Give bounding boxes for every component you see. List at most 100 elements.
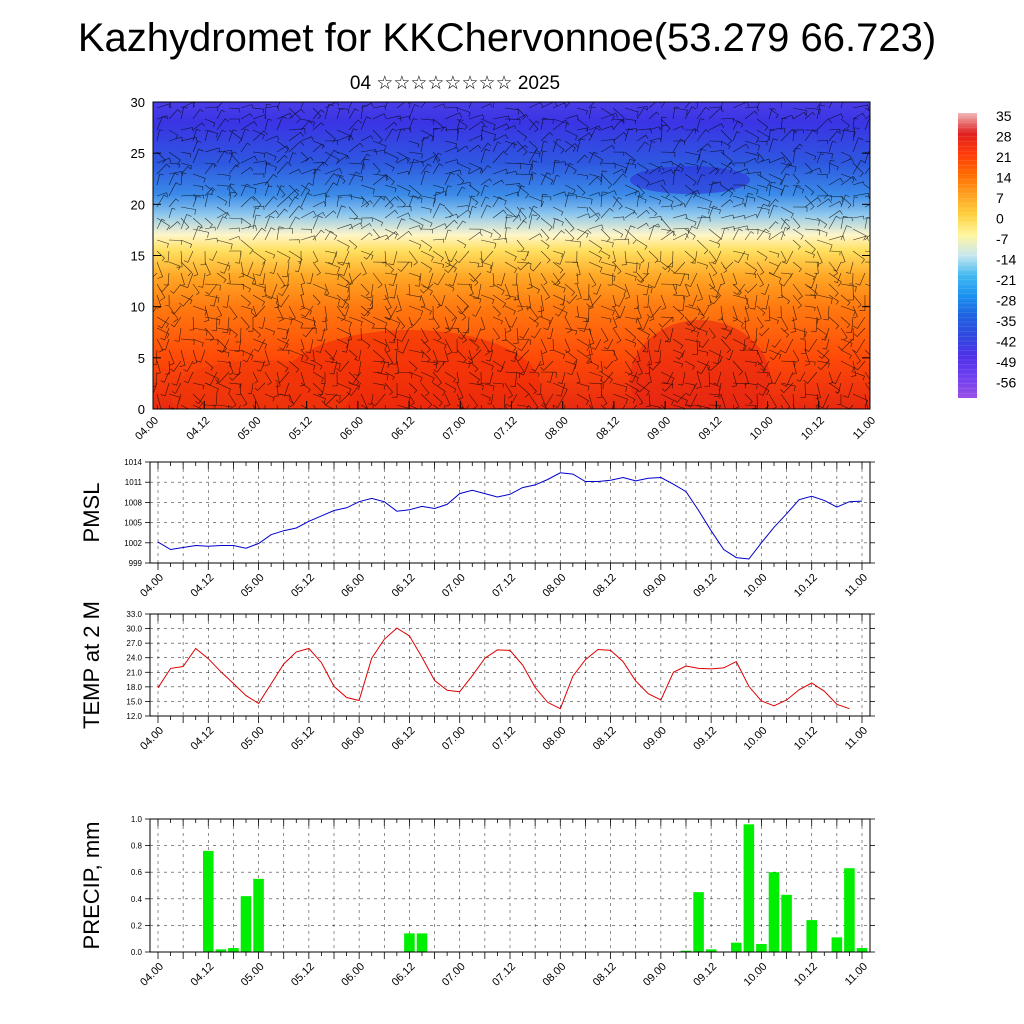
wind-barb [444,172,455,186]
wind-barb [264,173,278,186]
wind-barb [792,393,795,409]
wind-barb [756,305,766,316]
wind-barb [156,192,168,197]
x-tick-label: 04.00 [133,415,161,443]
colorbar-label: -7 [996,231,1009,247]
wind-barb [804,129,818,135]
wind-barb [864,234,870,241]
wind-barb [648,225,660,241]
wind-barb [828,113,844,120]
wind-barb [288,131,304,142]
wind-barb [480,316,486,331]
wind-barb [408,225,421,230]
x-tick-label: 04.00 [138,961,166,989]
wind-barb [299,294,305,310]
wind-barb [504,191,520,197]
wind-barb [420,155,438,164]
wind-barb [444,112,463,120]
wind-barb [456,107,471,118]
wind-barb [468,283,474,296]
wind-barb [153,305,158,313]
wind-barb [486,338,494,352]
precip-bar [693,892,704,952]
wind-barb [592,283,602,295]
wind-barb [768,250,780,258]
wind-barb [708,404,720,409]
wind-barb [336,175,344,186]
wind-barb [600,138,616,145]
wind-barb [643,294,650,308]
wind-barb [612,131,628,142]
wind-barb [792,129,804,134]
wind-barb [168,151,181,165]
wind-barb [192,404,203,409]
wind-barb [646,349,653,366]
wind-barb [840,338,853,348]
wind-barb [264,135,280,142]
wind-barb [677,294,686,311]
wind-barb [228,393,237,408]
wind-barb [348,173,364,182]
wind-barb [542,393,554,406]
wind-barb [576,349,591,364]
wind-barb [636,305,642,320]
wind-barb [540,195,552,201]
wind-barb [564,163,574,175]
wind-barb [324,129,336,143]
wind-barb [770,371,782,385]
wind-barb [396,261,412,268]
wind-barb [324,294,341,305]
wind-barb [444,371,456,383]
x-tick-label: 10.00 [742,725,770,753]
wind-barb [294,261,302,273]
wind-barb [276,154,288,164]
wind-barb [833,272,842,284]
wind-barb [696,239,709,255]
wind-barb [420,327,429,344]
wind-barb [852,112,866,120]
wind-barb [486,261,494,273]
wind-barb [312,143,325,153]
wind-barb [675,272,686,287]
wind-barb [768,349,782,360]
wind-barb [852,235,869,241]
wind-barb [192,140,202,153]
wind-barb [672,169,681,186]
wind-barb [848,404,854,409]
wind-barb [648,165,665,175]
wind-barb [864,166,870,175]
wind-barb [636,134,649,142]
wind-barb [564,239,581,248]
wind-barb [648,162,661,173]
wind-barb [576,213,591,219]
wind-barb [552,206,564,216]
wind-barb [384,196,399,208]
wind-barb [744,192,753,208]
wind-barb [675,349,686,360]
wind-barb [324,168,343,175]
wind-barb [672,338,684,350]
wind-barb [371,393,386,407]
wind-barb [456,283,472,290]
wind-barb [648,141,656,153]
wind-barb [624,225,636,241]
wind-barb [804,184,815,196]
wind-barb [444,206,453,218]
wind-barb [756,382,770,396]
wind-barb [396,316,406,330]
wind-barb [396,404,409,409]
wind-barb [583,283,590,301]
wind-barb [526,404,530,409]
x-tick-label: 07.00 [440,725,468,753]
wind-barb [859,294,866,311]
wind-barb [492,294,507,308]
wind-barb [726,349,734,361]
wind-barb [600,125,614,131]
wind-barb [552,191,567,197]
wind-barb [636,162,649,174]
wind-barb [384,338,391,353]
wind-barb [749,294,758,310]
wind-barb [672,227,689,234]
wind-barb [685,382,698,396]
wind-barb [672,283,678,296]
